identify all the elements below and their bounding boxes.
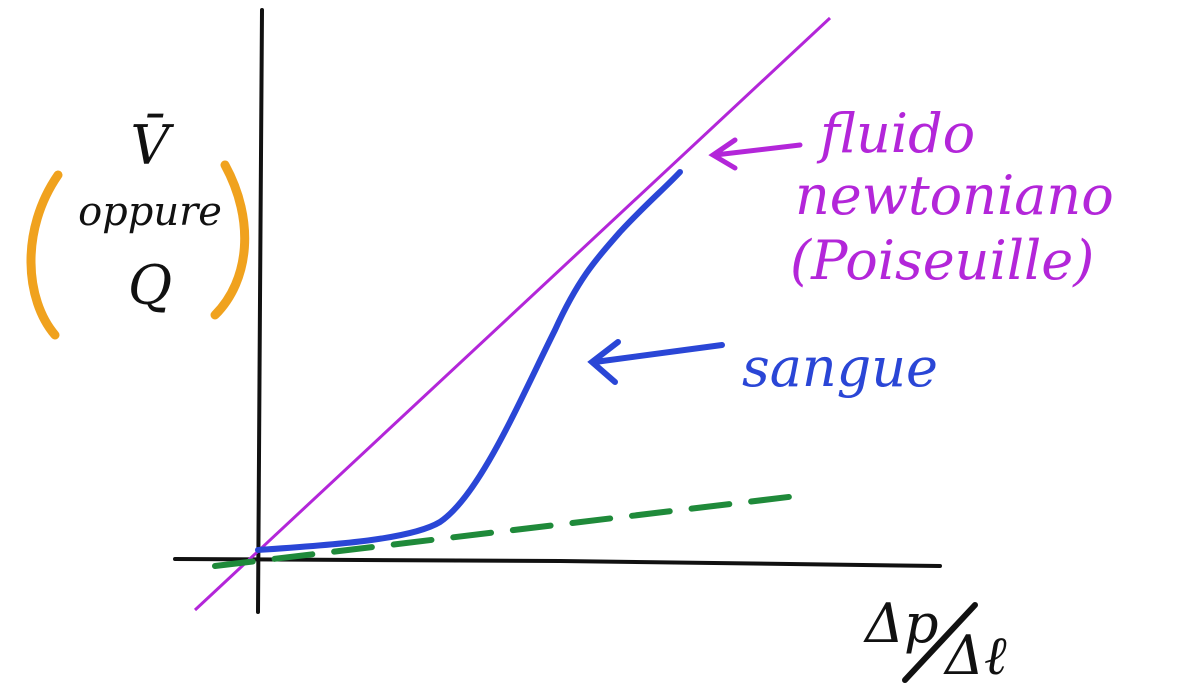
annotation-line: newtoniano [795,164,1114,227]
annotation-line: (Poiseuille) [790,229,1094,292]
x-denominator: Δℓ [943,624,1007,685]
y-alternative: Q [128,254,172,317]
paren-left [26,170,63,340]
blood-curve [255,169,683,553]
fraction-slash [902,602,978,683]
paren-right [210,160,250,320]
x-numerator: Δp [863,592,939,655]
newtonian-arrow [708,137,803,171]
newtonian-line [193,16,832,612]
y-conjunction: oppure [78,189,222,235]
y-axis [256,8,264,614]
annotation-line: fluido [816,102,975,165]
dashed-line [212,492,808,569]
annotation-line: sangue [742,336,938,399]
x-axis [173,557,942,568]
blood-arrow [587,339,725,385]
y-symbol: V̄ [131,113,175,177]
